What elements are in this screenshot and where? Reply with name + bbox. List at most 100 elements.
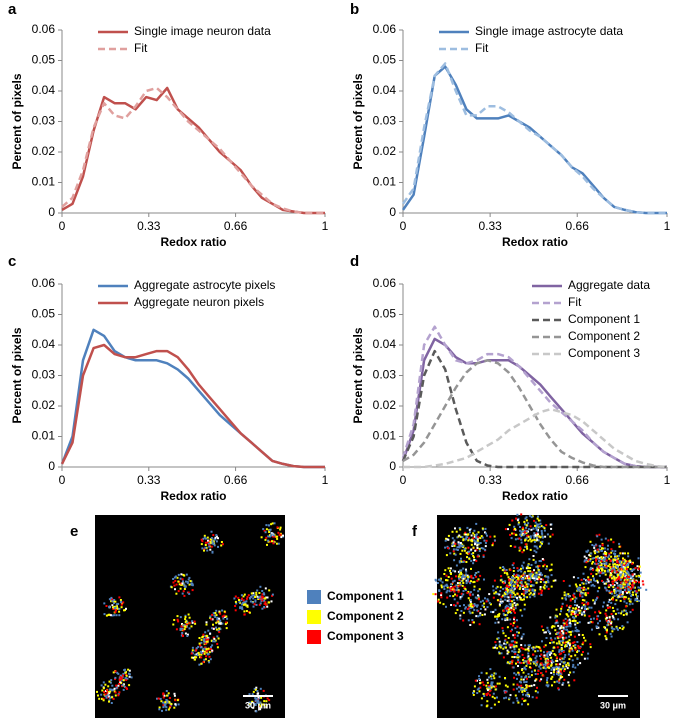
- y-tick-label: 0: [389, 459, 396, 473]
- cell-pixel: [561, 661, 563, 663]
- cell-pixel: [481, 535, 483, 537]
- cell-pixel: [526, 586, 528, 588]
- cell-pixel: [544, 527, 546, 529]
- cell-pixel: [574, 636, 576, 638]
- cell-pixel: [535, 660, 537, 662]
- cell-pixel: [526, 546, 528, 548]
- cell-pixel: [597, 549, 599, 551]
- cell-pixel: [610, 633, 612, 635]
- cell-pixel: [583, 637, 585, 639]
- cell-pixel: [451, 578, 453, 580]
- cell-pixel: [478, 678, 480, 680]
- cell-pixel: [260, 688, 262, 690]
- cell-pixel: [109, 697, 111, 699]
- cell-pixel: [509, 611, 511, 613]
- cell-pixel: [590, 541, 592, 543]
- cell-pixel: [588, 554, 590, 556]
- cell-pixel: [519, 550, 521, 552]
- cell-pixel: [536, 546, 538, 548]
- cell-pixel: [534, 680, 536, 682]
- cell-pixel: [101, 684, 103, 686]
- cell-pixel: [499, 683, 501, 685]
- cell-pixel: [486, 672, 488, 674]
- cell-pixel: [116, 614, 118, 616]
- cell-pixel: [504, 596, 506, 598]
- cell-pixel: [472, 555, 474, 557]
- cell-pixel: [204, 631, 206, 633]
- cell-pixel: [637, 565, 639, 567]
- cell-pixel: [181, 582, 183, 584]
- cell-pixel: [495, 591, 497, 593]
- cell-pixel: [608, 558, 610, 560]
- cell-pixel: [123, 689, 125, 691]
- cell-pixel: [500, 601, 502, 603]
- cell-pixel: [470, 568, 472, 570]
- cell-pixel: [510, 581, 512, 583]
- cell-pixel: [209, 651, 211, 653]
- cell-pixel: [533, 559, 535, 561]
- cell-pixel: [594, 552, 596, 554]
- cell-pixel: [631, 563, 633, 565]
- cell-pixel: [195, 656, 197, 658]
- cell-pixel: [570, 605, 572, 607]
- cell-pixel: [573, 671, 575, 673]
- cell-pixel: [470, 580, 472, 582]
- cell-pixel: [579, 612, 581, 614]
- cell-pixel: [447, 547, 449, 549]
- cell-pixel: [200, 651, 202, 653]
- cell-pixel: [494, 704, 496, 706]
- cell-pixel: [513, 667, 515, 669]
- y-tick-label: 0.02: [373, 398, 397, 412]
- cell-pixel: [208, 653, 210, 655]
- cell-pixel: [468, 619, 470, 621]
- cell-pixel: [577, 588, 579, 590]
- cell-pixel: [202, 648, 204, 650]
- cell-pixel: [456, 609, 458, 611]
- cell-pixel: [534, 589, 536, 591]
- cell-pixel: [569, 585, 571, 587]
- cell-pixel: [221, 541, 223, 543]
- y-axis-label: Percent of pixels: [351, 327, 365, 423]
- cell-pixel: [191, 653, 193, 655]
- cell-pixel: [598, 560, 600, 562]
- cell-pixel: [182, 578, 184, 580]
- cell-pixel: [206, 621, 208, 623]
- cell-pixel: [583, 611, 585, 613]
- cell-pixel: [538, 593, 540, 595]
- cell-pixel: [592, 569, 594, 571]
- series-line: [403, 360, 667, 467]
- cell-pixel: [576, 651, 578, 653]
- cell-pixel: [258, 592, 260, 594]
- cell-pixel: [540, 574, 542, 576]
- cell-pixel: [617, 618, 619, 620]
- cell-pixel: [473, 589, 475, 591]
- cell-pixel: [548, 588, 550, 590]
- cell-pixel: [551, 574, 553, 576]
- cell-pixel: [612, 564, 614, 566]
- cell-pixel: [573, 619, 575, 621]
- cell-pixel: [432, 593, 434, 595]
- cell-pixel: [192, 649, 194, 651]
- cell-pixel: [506, 569, 508, 571]
- cell-pixel: [565, 632, 567, 634]
- cell-pixel: [174, 703, 176, 705]
- cell-pixel: [591, 629, 593, 631]
- cell-pixel: [459, 605, 461, 607]
- cell-pixel: [546, 682, 548, 684]
- cell-pixel: [233, 598, 235, 600]
- cell-pixel: [575, 597, 577, 599]
- cell-pixel: [534, 650, 536, 652]
- cell-pixel: [477, 556, 479, 558]
- cell-pixel: [523, 679, 525, 681]
- cell-pixel: [552, 625, 554, 627]
- cell-pixel: [578, 610, 580, 612]
- cell-pixel: [479, 614, 481, 616]
- y-tick-label: 0: [48, 459, 55, 473]
- cell-pixel: [569, 625, 571, 627]
- cell-pixel: [525, 543, 527, 545]
- cell-pixel: [628, 586, 630, 588]
- cell-pixel: [189, 627, 191, 629]
- cell-pixel: [265, 604, 267, 606]
- cell-pixel: [499, 641, 501, 643]
- cell-pixel: [257, 692, 259, 694]
